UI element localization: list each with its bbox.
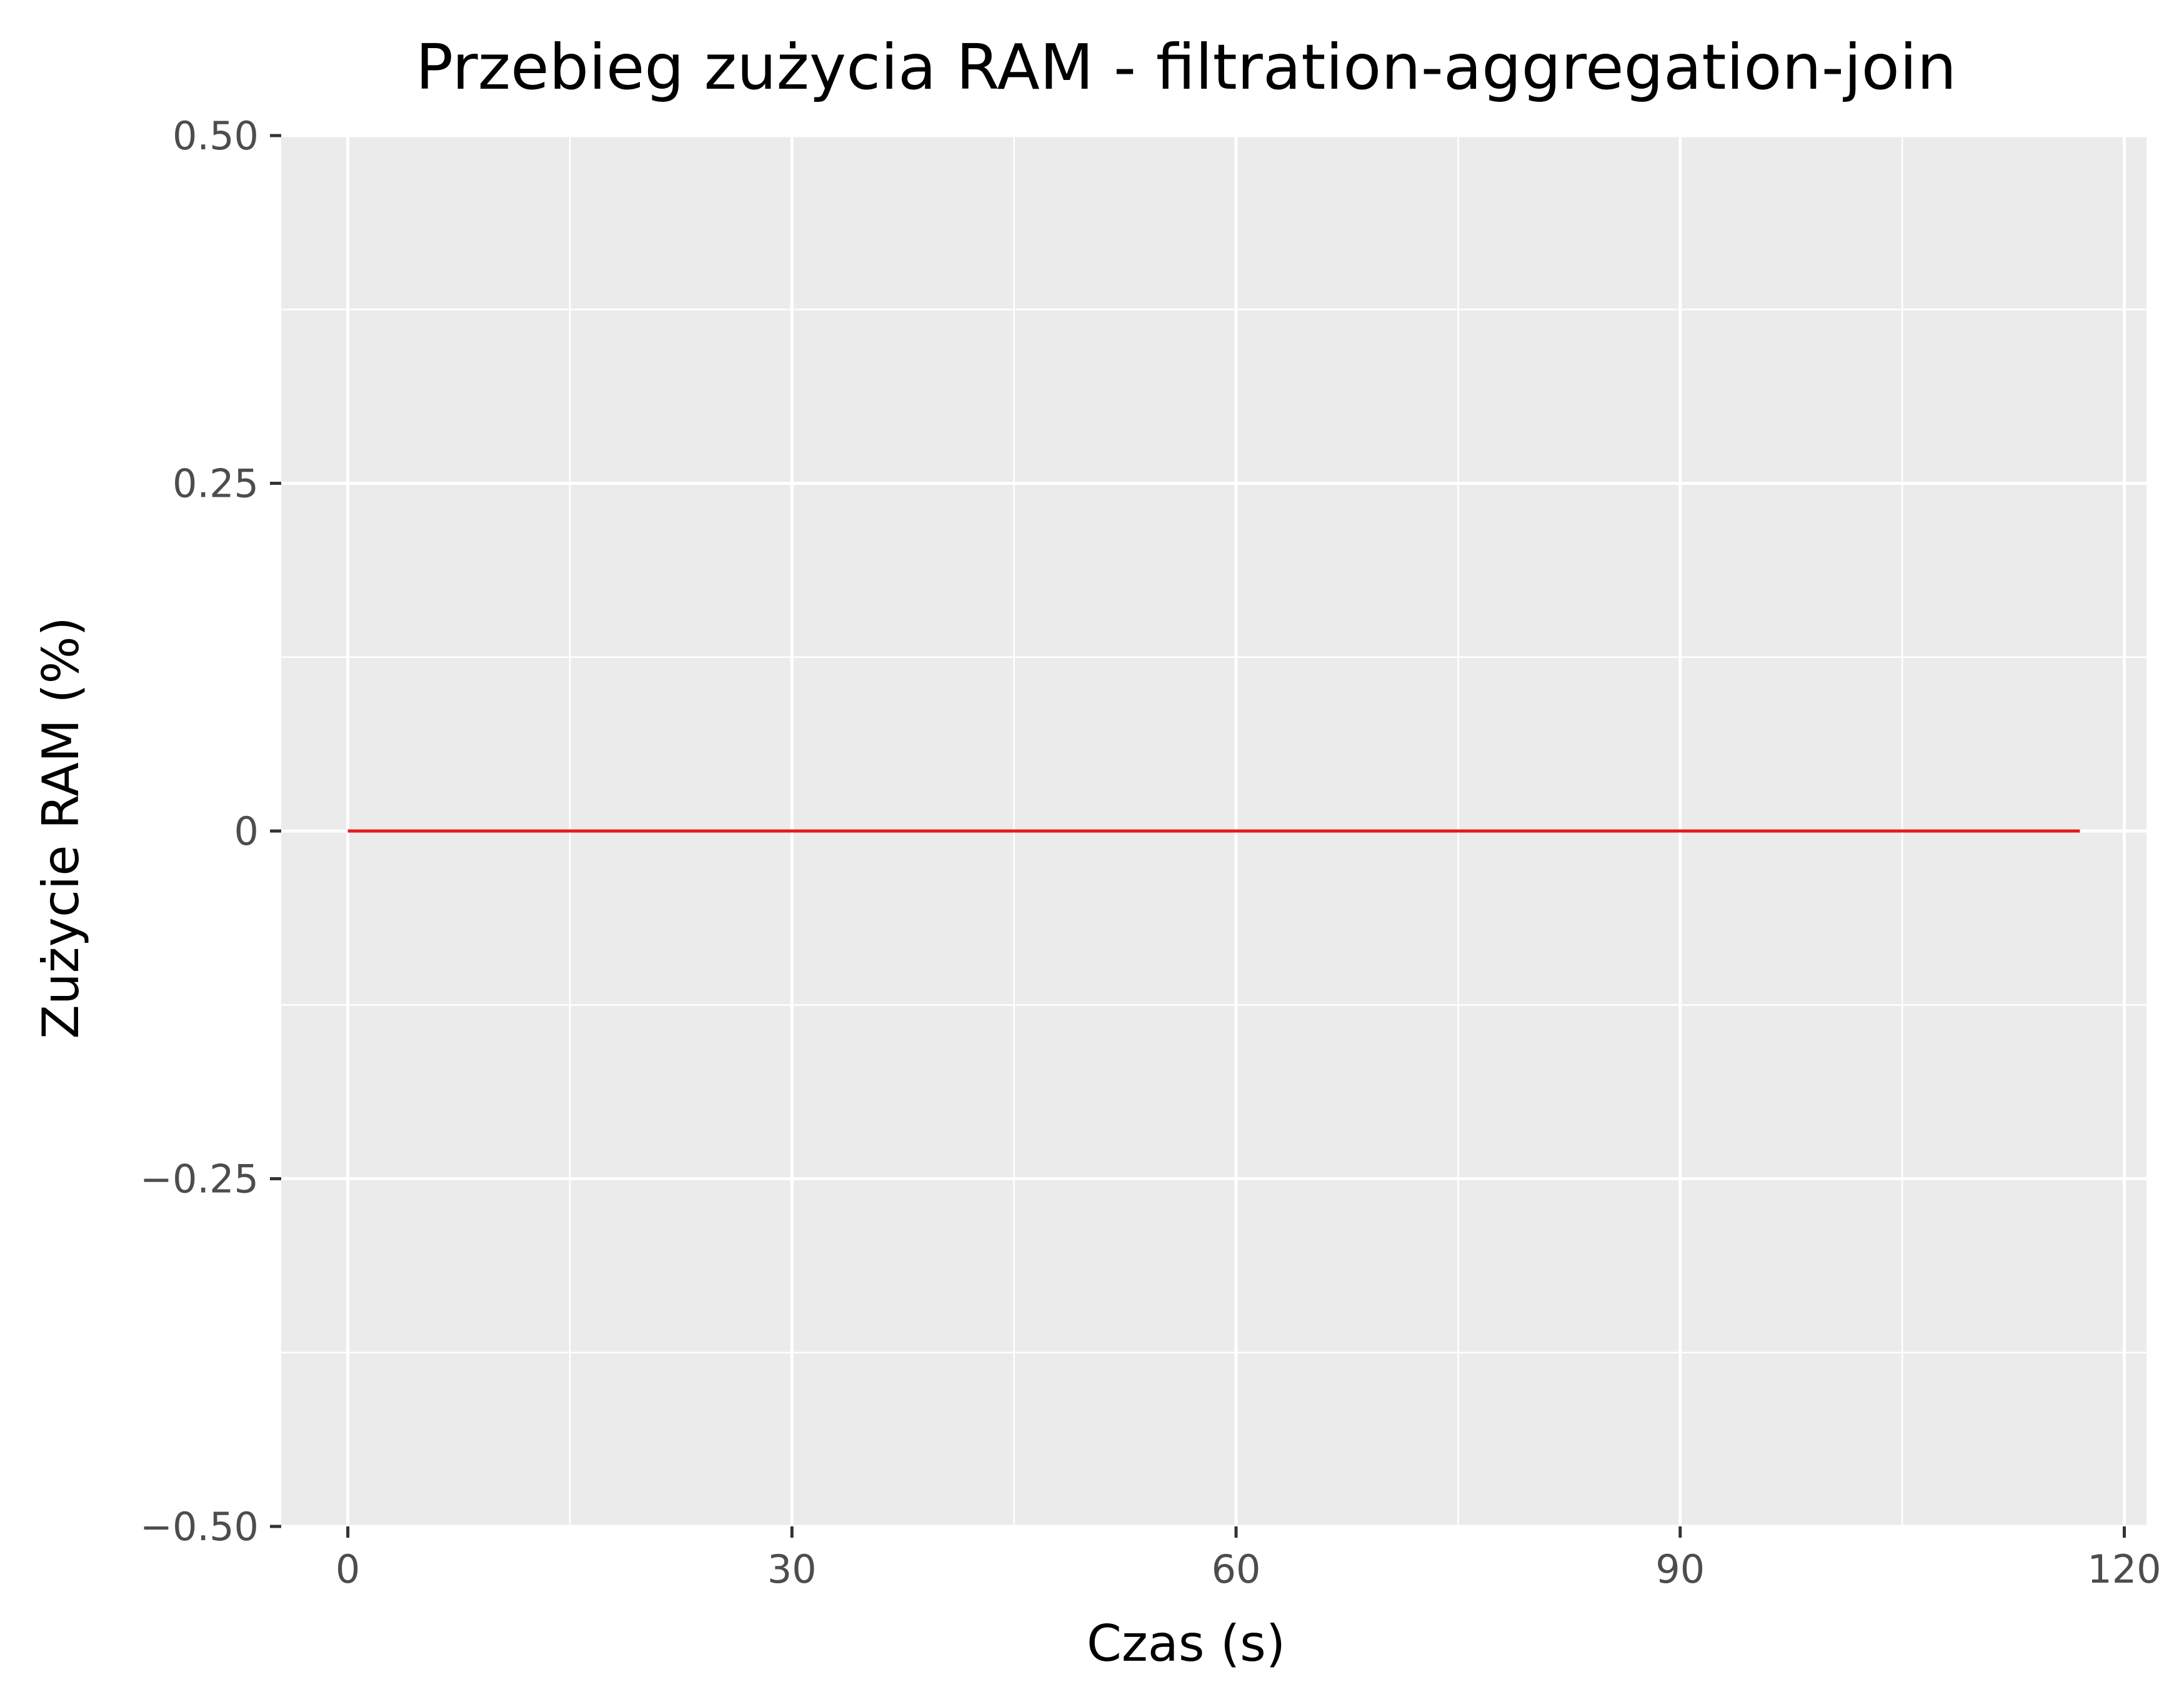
x-axis-title: Czas (s) <box>1087 1615 1285 1673</box>
y-tick-label: −0.25 <box>140 1157 259 1202</box>
x-tick-label: 90 <box>1655 1546 1705 1592</box>
y-tick-label: 0.25 <box>172 461 259 507</box>
x-tick-label: 0 <box>336 1546 360 1592</box>
y-axis-title: Zużycie RAM (%) <box>32 617 90 1039</box>
x-axis: 0 30 60 90 120 <box>336 1526 2162 1592</box>
y-axis: −0.50 −0.25 0 0.25 0.50 <box>140 113 281 1550</box>
x-tick-label: 120 <box>2087 1546 2161 1592</box>
x-tick-label: 30 <box>767 1546 817 1592</box>
chart-title: Przebieg zużycia RAM - filtration-aggreg… <box>416 31 1957 104</box>
x-tick-label: 60 <box>1212 1546 1261 1592</box>
y-tick-label: 0 <box>234 809 259 854</box>
y-tick-label: 0.50 <box>172 113 259 159</box>
y-tick-label: −0.50 <box>140 1504 259 1550</box>
